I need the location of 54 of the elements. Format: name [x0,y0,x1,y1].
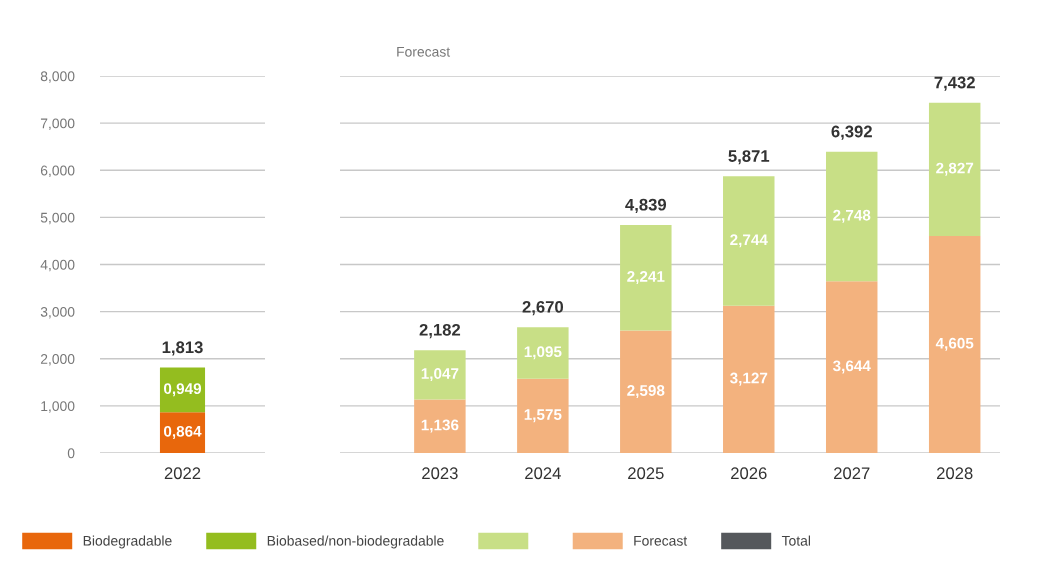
bar [928,236,981,454]
data-label: 1,575 [524,409,562,423]
y-tick-label: 5,000 [40,212,75,225]
y-tick-label: 6,000 [40,165,75,178]
y-tick-label: 4,000 [40,259,75,272]
data-label: 0,949 [163,383,202,397]
total-label: 5,871 [728,150,770,165]
total-label: 1,813 [162,341,203,356]
legend-label: Biobased/non-biodegradable [267,535,444,549]
total-label: 6,392 [831,125,872,140]
data-label: 0,864 [163,425,202,439]
data-label: 1,095 [524,346,562,360]
total-label: 2,670 [522,300,564,316]
data-label: 2,748 [833,209,871,223]
bar [723,305,775,454]
bar [825,151,878,282]
x-tick-label: 2028 [937,467,973,480]
x-tick-label: 2022 [164,467,201,480]
bar [517,378,569,454]
bar [620,224,672,331]
total-label: 4,839 [625,198,667,213]
legend-label: Biodegradable [83,535,172,549]
x-tick-label: 2025 [628,467,664,480]
legend-label: Forecast [634,536,688,546]
data-label: 2,827 [936,162,974,176]
chart-title: Forecast [397,47,451,57]
data-label: 2,744 [730,234,768,248]
bar [723,176,775,306]
y-tick-label: 3,000 [40,306,75,319]
y-tick-label: 8,000 [40,71,75,83]
x-tick-label: 2023 [422,467,458,480]
y-tick-label: 2,000 [40,354,75,366]
total-label: 2,182 [419,323,461,339]
data-label: 2,241 [627,271,665,285]
bar [414,399,466,454]
x-tick-label: 2024 [525,467,561,480]
bar [928,102,981,236]
x-tick-label: 2027 [834,467,870,480]
y-tick-label: 1,000 [41,401,75,413]
bar [620,330,672,454]
x-tick-label: 2026 [731,467,767,480]
data-label: 3,127 [730,372,768,386]
bar [517,327,569,379]
y-tick-label: 0 [67,448,75,459]
data-label: 1,047 [421,368,459,382]
data-label: 2,598 [627,385,665,399]
bar [414,350,466,400]
bar [825,281,878,454]
data-label: 1,136 [421,419,459,433]
data-label: 3,644 [832,360,871,374]
total-label: 7,432 [934,76,975,91]
text: Total [781,535,811,546]
data-label: 4,605 [935,337,974,351]
y-tick-label: 7,000 [40,118,75,130]
